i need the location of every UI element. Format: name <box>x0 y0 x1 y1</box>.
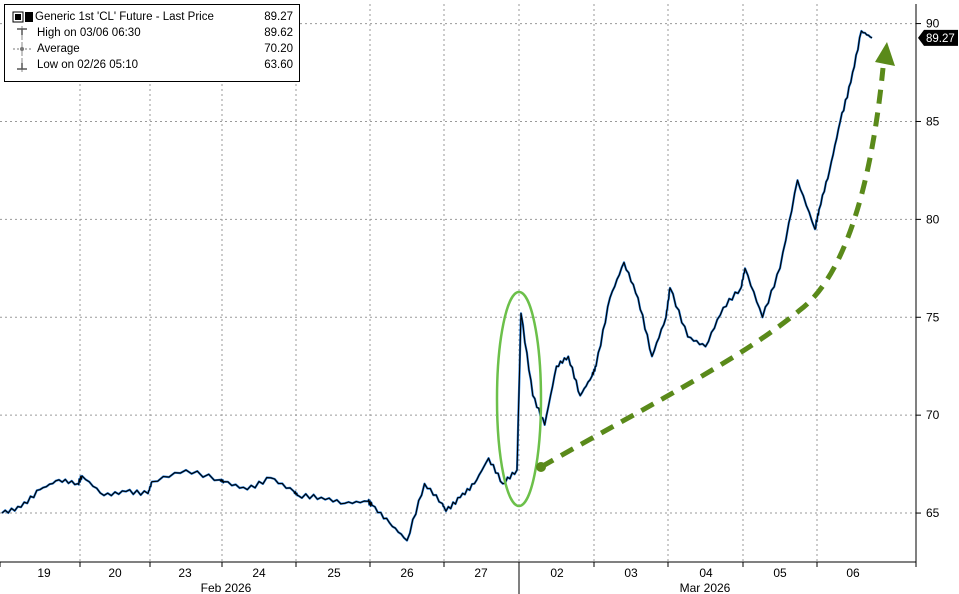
legend-average-marker-icon <box>11 41 33 57</box>
x-tick-label-6: 27 <box>474 566 488 580</box>
legend-series-name: Generic 1st 'CL' Future - Last Price <box>35 11 214 23</box>
y-tick-label-5: 90 <box>926 17 940 31</box>
x-tick-label-7: 02 <box>550 566 564 580</box>
legend-low-name: Low on 02/26 05:10 <box>37 59 139 71</box>
trend-arrow-start-dot <box>536 462 546 472</box>
x-tick-label-11: 06 <box>846 566 860 580</box>
legend-high-value: 89.62 <box>264 27 293 39</box>
legend-average-row: Average 70.20 <box>5 41 299 57</box>
last-price-badge-text: 89.27 <box>926 33 955 45</box>
legend-low-value: 63.60 <box>264 59 293 71</box>
trend-arrow-head-icon <box>875 42 895 66</box>
x-group-label-1: Mar 2026 <box>680 581 731 594</box>
x-tick-label-1: 20 <box>108 566 122 580</box>
legend-series-row: Generic 1st 'CL' Future - Last Price 89.… <box>5 9 299 25</box>
price-series <box>1 29 873 542</box>
legend-average-value: 70.20 <box>264 43 293 55</box>
x-tick-label-3: 24 <box>252 566 266 580</box>
x-tick-label-5: 26 <box>400 566 414 580</box>
y-tick-label-3: 80 <box>926 212 940 226</box>
x-tick-label-10: 05 <box>773 566 787 580</box>
annotations <box>495 42 895 508</box>
x-axis-ticks: 19 20 23 24 25 26 27 02 03 04 05 06 Feb 2026 Mar 2026 <box>0 562 917 594</box>
y-tick-label-1: 70 <box>926 408 940 422</box>
legend-high-marker-icon <box>11 25 33 41</box>
spike-highlight-ellipse <box>495 290 543 508</box>
legend-high-name: High on 03/06 06:30 <box>37 27 141 39</box>
trend-arrow-line <box>539 67 886 470</box>
y-tick-label-2: 75 <box>926 310 940 324</box>
legend-low-marker-icon <box>11 57 33 73</box>
axes <box>0 4 917 594</box>
legend-series-value: 89.27 <box>264 11 293 23</box>
last-price-badge: 89.27 <box>918 29 958 46</box>
price-line <box>1 30 873 542</box>
x-tick-label-9: 04 <box>699 566 713 580</box>
x-tick-label-0: 19 <box>37 566 51 580</box>
chart-legend: Generic 1st 'CL' Future - Last Price 89.… <box>4 4 300 82</box>
x-tick-label-8: 03 <box>624 566 638 580</box>
last-price-badge-bg <box>918 29 958 46</box>
grid-lines <box>0 4 916 562</box>
y-tick-label-4: 85 <box>926 114 940 128</box>
legend-average-name: Average <box>37 43 80 55</box>
legend-high-row: High on 03/06 06:30 89.62 <box>5 25 299 41</box>
legend-low-row: Low on 02/26 05:10 63.60 <box>5 57 299 73</box>
y-axis-ticks: 65 70 75 80 85 90 <box>916 17 940 520</box>
x-tick-label-2: 23 <box>178 566 192 580</box>
x-group-label-0: Feb 2026 <box>201 581 252 594</box>
y-tick-label-0: 65 <box>926 506 940 520</box>
x-tick-label-4: 25 <box>327 566 341 580</box>
legend-series-marker-icon <box>11 9 33 25</box>
